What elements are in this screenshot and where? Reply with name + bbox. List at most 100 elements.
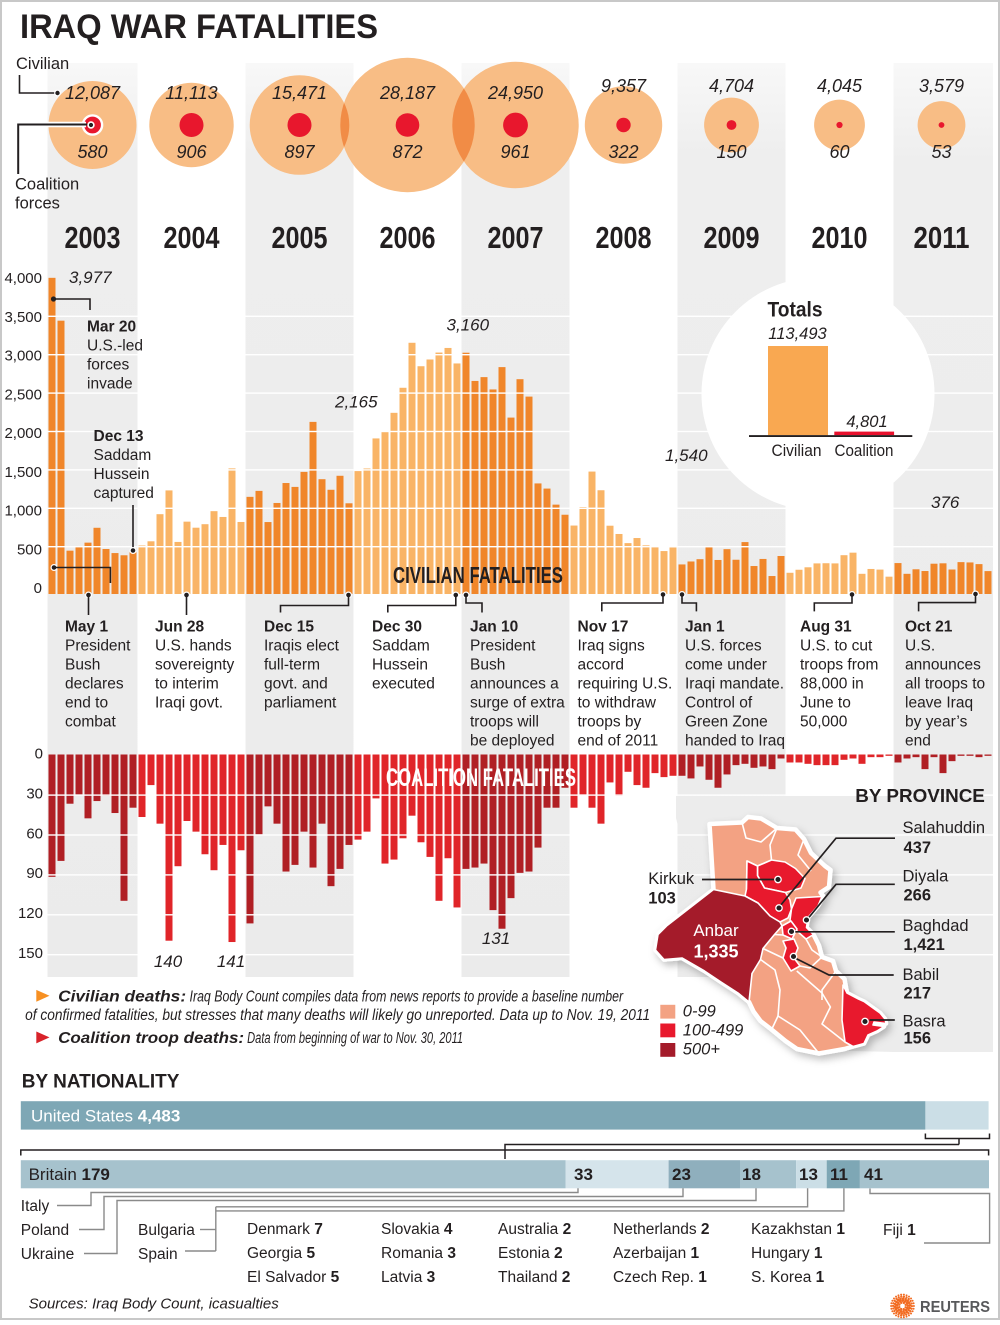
svg-text:156: 156 [904, 1029, 932, 1047]
svg-text:0-99: 0-99 [683, 1003, 716, 1021]
svg-text:580: 580 [77, 142, 107, 162]
svg-text:24,950: 24,950 [487, 83, 543, 103]
svg-text:1,335: 1,335 [693, 942, 738, 962]
svg-text:Ukraine: Ukraine [21, 1246, 74, 1263]
svg-text:140: 140 [154, 952, 183, 971]
svg-text:U.S. forces: U.S. forces [685, 638, 762, 655]
svg-text:Slovakia 4: Slovakia 4 [381, 1221, 453, 1238]
svg-text:90: 90 [26, 865, 43, 882]
svg-text:Sources: Iraq Body Count, icas: Sources: Iraq Body Count, icasualties [29, 1296, 280, 1313]
svg-text:3,160: 3,160 [447, 316, 490, 335]
svg-text:88,000 in: 88,000 in [800, 676, 864, 693]
svg-text:end to: end to [65, 695, 108, 712]
svg-text:forces: forces [15, 195, 60, 213]
svg-text:Dec 13: Dec 13 [94, 428, 144, 445]
svg-text:Estonia 2: Estonia 2 [498, 1245, 563, 1262]
svg-text:322: 322 [608, 142, 638, 162]
svg-text:U.S. to cut: U.S. to cut [800, 638, 873, 655]
svg-text:3,977: 3,977 [69, 268, 112, 287]
svg-text:13: 13 [799, 1165, 818, 1184]
svg-text:376: 376 [931, 493, 960, 512]
svg-text:come under: come under [685, 657, 767, 674]
svg-text:4,000: 4,000 [4, 270, 42, 287]
svg-text:4,045: 4,045 [817, 76, 863, 96]
svg-text:Iraqi govt.: Iraqi govt. [155, 695, 223, 712]
svg-text:60: 60 [26, 825, 43, 842]
svg-text:Bush: Bush [470, 657, 505, 674]
svg-text:2009: 2009 [704, 220, 760, 255]
svg-text:BY PROVINCE: BY PROVINCE [855, 785, 985, 806]
svg-text:Salahuddin: Salahuddin [903, 819, 986, 837]
svg-text:141: 141 [217, 952, 245, 971]
svg-text:Totals: Totals [768, 299, 823, 322]
svg-text:131: 131 [482, 929, 510, 948]
svg-text:Coalition: Coalition [15, 176, 79, 194]
svg-text:Diyala: Diyala [903, 868, 950, 886]
svg-text:Oct 21: Oct 21 [905, 619, 953, 636]
svg-text:be deployed: be deployed [470, 733, 554, 750]
svg-text:961: 961 [500, 142, 530, 162]
svg-text:IRAQ WAR FATALITIES: IRAQ WAR FATALITIES [20, 8, 378, 46]
svg-text:437: 437 [904, 839, 932, 857]
svg-text:12,087: 12,087 [65, 83, 121, 103]
svg-text:11,113: 11,113 [165, 83, 217, 103]
svg-text:accord: accord [578, 657, 625, 674]
svg-text:announces: announces [905, 657, 981, 674]
svg-text:150: 150 [716, 142, 746, 162]
svg-text:Green Zone: Green Zone [685, 714, 768, 731]
svg-text:REUTERS: REUTERS [920, 1299, 990, 1316]
svg-text:Aug 31: Aug 31 [800, 619, 852, 636]
svg-text:U.S. hands: U.S. hands [155, 638, 232, 655]
svg-text:30: 30 [26, 785, 43, 802]
svg-text:120: 120 [18, 905, 43, 922]
svg-text:4,801: 4,801 [846, 413, 887, 431]
svg-text:Fiji 1: Fiji 1 [883, 1222, 916, 1239]
svg-text:U.S.: U.S. [905, 638, 935, 655]
svg-text:2007: 2007 [488, 220, 544, 255]
svg-text:leave Iraq: leave Iraq [905, 695, 973, 712]
svg-text:18: 18 [742, 1165, 761, 1184]
svg-text:33: 33 [574, 1165, 593, 1184]
svg-text:2,500: 2,500 [4, 386, 42, 403]
svg-text:Latvia 3: Latvia 3 [381, 1269, 436, 1286]
svg-text:9,357: 9,357 [601, 76, 647, 96]
svg-text:500: 500 [17, 541, 42, 558]
svg-text:53: 53 [931, 142, 951, 162]
svg-text:Netherlands 2: Netherlands 2 [613, 1221, 710, 1238]
svg-text:troops from: troops from [800, 657, 878, 674]
svg-text:Spain: Spain [138, 1246, 178, 1263]
svg-text:forces: forces [87, 357, 129, 374]
svg-text:COALITION FATALITIES: COALITION FATALITIES [386, 764, 576, 792]
svg-text:Hussein: Hussein [94, 466, 150, 483]
svg-text:3,579: 3,579 [919, 76, 964, 96]
svg-text:Hungary 1: Hungary 1 [751, 1245, 823, 1262]
svg-text:0: 0 [35, 746, 43, 763]
svg-text:May 1: May 1 [65, 619, 108, 636]
svg-text:Iraq signs: Iraq signs [578, 638, 645, 655]
svg-text:113,493: 113,493 [768, 325, 827, 343]
svg-text:Jan 10: Jan 10 [470, 619, 518, 636]
svg-text:Civilian: Civilian [772, 441, 822, 460]
svg-text:Control of: Control of [685, 695, 753, 712]
svg-text:500+: 500+ [683, 1041, 721, 1059]
svg-text:Baghdad: Baghdad [903, 917, 969, 935]
svg-text:50,000: 50,000 [800, 714, 848, 731]
svg-text:Thailand 2: Thailand 2 [498, 1269, 570, 1286]
svg-text:El Salvador 5: El Salvador 5 [247, 1269, 340, 1286]
svg-text:S. Korea 1: S. Korea 1 [751, 1269, 825, 1286]
svg-text:3,500: 3,500 [4, 309, 42, 326]
svg-text:872: 872 [392, 142, 422, 162]
svg-text:President: President [470, 638, 536, 655]
svg-text:Saddam: Saddam [372, 638, 430, 655]
svg-text:Mar 20: Mar 20 [87, 319, 136, 336]
svg-text:Anbar: Anbar [693, 921, 739, 940]
svg-text:all troops to: all troops to [905, 676, 985, 693]
svg-text:15,471: 15,471 [272, 83, 327, 103]
svg-text:announces a: announces a [470, 676, 559, 693]
svg-text:to interim: to interim [155, 676, 219, 693]
svg-text:2011: 2011 [914, 220, 970, 255]
svg-text:Jan 1: Jan 1 [685, 619, 725, 636]
svg-text:CIVILIAN FATALITIES: CIVILIAN FATALITIES [393, 562, 563, 588]
svg-text:Kazakhstan 1: Kazakhstan 1 [751, 1221, 845, 1238]
svg-text:28,187: 28,187 [379, 83, 436, 103]
